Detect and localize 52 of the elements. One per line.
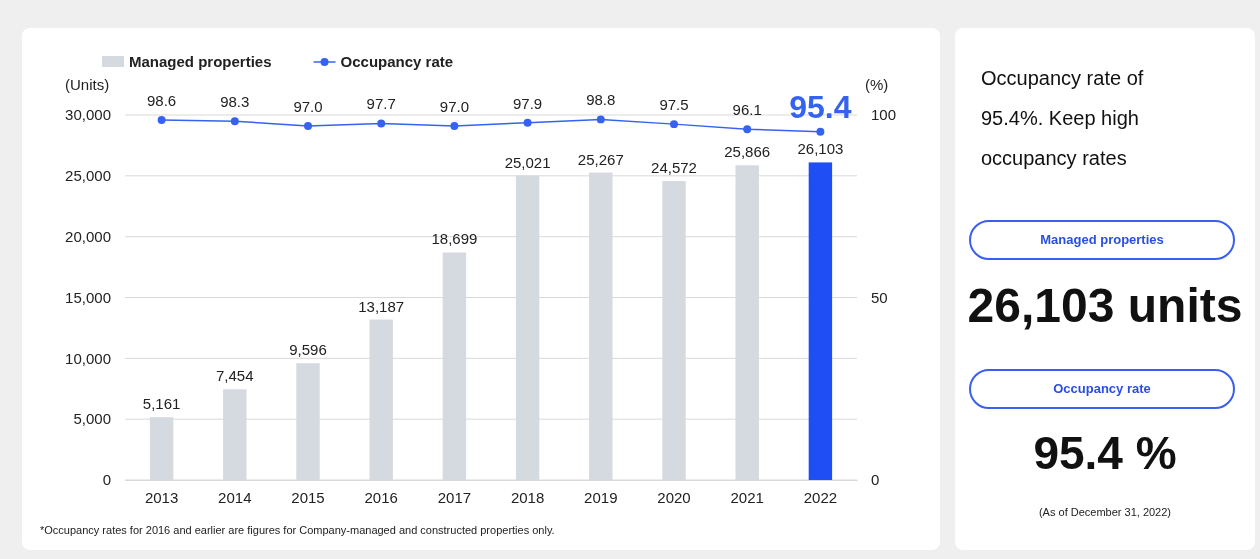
x-tick-label: 2020 [657,488,691,506]
data-label: 25,267 [577,150,624,168]
data-label: 26,103 [797,140,844,158]
x-tick-label: 2022 [803,488,838,506]
text: 95.4 % [1032,426,1178,480]
y2-axis-title: (%) [865,76,889,93]
bar [808,162,833,480]
data-label: 97.7 [366,95,396,113]
y-tick-label: 20,000 [65,227,111,245]
x-tick-label: 2016 [364,488,398,506]
data-label: 97.0 [293,97,323,115]
data-label: 25,021 [504,153,551,171]
data-label: 98.8 [586,91,616,109]
legend-label: Occupancy rate [340,53,454,70]
data-label: 95.4 [789,88,852,125]
data-label: 97.9 [513,94,543,112]
y-tick-label: 25,000 [65,167,111,185]
data-label: 25,866 [724,143,771,161]
text: (As of December 31, 2022) [1037,506,1173,518]
y-tick-label: 10,000 [65,349,111,367]
x-tick-label: 2021 [730,488,764,506]
data-label: 9,596 [289,341,327,359]
y-axis-title: (Units) [65,76,110,93]
text: *Occupancy rates for 2016 and earlier are figures for Company-managed and constructed properties only. [40,524,555,536]
text: 26,103 units [966,278,1244,333]
text: Managed properties [969,220,1235,260]
x-tick-label: 2017 [437,488,472,506]
data-label: 5,161 [142,395,181,413]
data-label: 97.0 [439,97,469,115]
x-tick-label: 2019 [584,488,618,506]
data-label: 96.1 [732,101,762,119]
legend-label: Managed properties [129,53,272,70]
data-label: 24,572 [651,159,697,177]
y2-tick-label: 100 [871,106,897,124]
x-tick-label: 2018 [510,488,545,506]
data-label: 97.5 [659,96,689,114]
data-label: 13,187 [358,297,405,315]
data-label: 7,454 [216,367,254,385]
data-label: 98.6 [147,92,177,110]
y2-tick-label: 50 [871,288,888,306]
y-tick-label: 15,000 [65,288,111,306]
data-label: 98.3 [220,93,250,111]
y2-tick-label: 0 [871,471,880,489]
text: Occupancy rate of 95.4%. Keep high occupancy rates [981,66,1145,171]
x-tick-label: 2013 [144,488,179,506]
y-tick-label: 30,000 [65,106,111,124]
data-label: 18,699 [431,230,478,248]
x-tick-label: 2014 [218,488,252,506]
y-tick-label: 5,000 [73,410,111,428]
y-tick-label: 0 [102,471,111,489]
text: Occupancy rate [969,369,1235,409]
x-tick-label: 2015 [291,488,325,506]
